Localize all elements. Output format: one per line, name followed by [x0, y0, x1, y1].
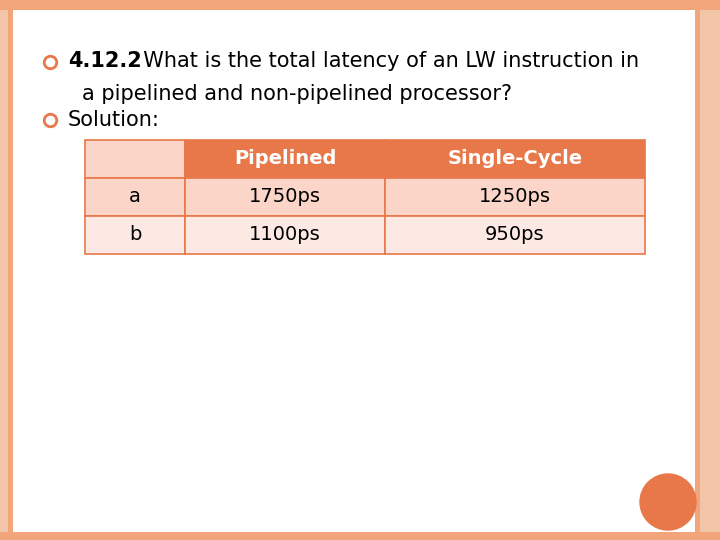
Bar — [185, 140, 385, 178]
Text: a: a — [129, 187, 141, 206]
Bar — [0, 532, 720, 540]
Bar — [185, 216, 385, 254]
Bar — [8, 0, 13, 540]
Text: Pipelined: Pipelined — [234, 150, 336, 168]
Bar — [385, 216, 645, 254]
Bar — [385, 140, 645, 178]
Bar — [85, 216, 185, 254]
Bar — [0, 0, 8, 540]
Text: Solution:: Solution: — [68, 110, 160, 130]
Bar — [185, 178, 385, 216]
Bar — [85, 178, 185, 216]
Text: 1750ps: 1750ps — [249, 187, 321, 206]
Text: b: b — [129, 226, 141, 245]
Bar — [85, 140, 185, 178]
Bar — [0, 0, 720, 10]
Text: What is the total latency of an LW instruction in: What is the total latency of an LW instr… — [130, 51, 639, 71]
Text: 4.12.2: 4.12.2 — [68, 51, 142, 71]
Text: a pipelined and non-pipelined processor?: a pipelined and non-pipelined processor? — [82, 84, 512, 104]
Bar — [385, 178, 645, 216]
Circle shape — [640, 474, 696, 530]
Text: 950ps: 950ps — [485, 226, 545, 245]
Text: 1100ps: 1100ps — [249, 226, 321, 245]
Bar — [695, 0, 700, 540]
Bar — [700, 0, 720, 540]
Text: 1250ps: 1250ps — [479, 187, 551, 206]
Text: Single-Cycle: Single-Cycle — [447, 150, 582, 168]
